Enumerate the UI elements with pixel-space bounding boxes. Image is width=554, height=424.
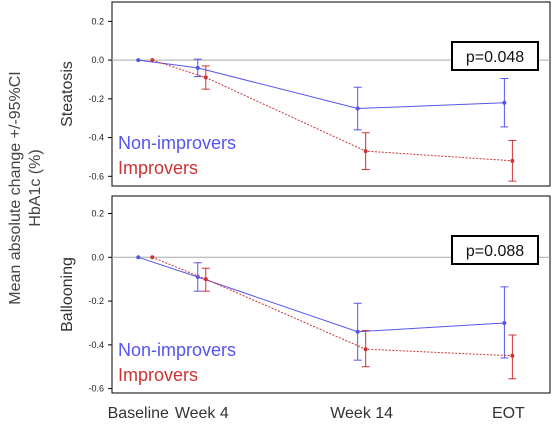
- data-point-non-improvers: [502, 320, 507, 325]
- panel-steatosis: 0.2 0.0 -0.2 -0.4 -0.6 Steatosis p=0.048 Non-im…: [59, 1, 551, 187]
- y-tick-label: -0.6: [88, 171, 104, 181]
- y-tick-label: -0.4: [88, 340, 104, 350]
- data-point-non-improvers: [355, 106, 360, 111]
- data-point-improvers: [363, 347, 368, 352]
- y-axis-title-line1: Mean absolute change +/-95%CI: [7, 71, 24, 304]
- x-tick-label: Week 14: [330, 405, 393, 422]
- data-point-improvers: [363, 149, 368, 154]
- plot-frame: [111, 195, 551, 394]
- legend-entry-improvers: Improvers: [118, 158, 198, 178]
- p-value-box: [451, 235, 539, 265]
- data-point-improvers: [203, 75, 208, 80]
- data-point-non-improvers: [355, 329, 360, 334]
- data-point-non-improvers: [136, 255, 141, 260]
- y-tick-label: -0.2: [88, 296, 104, 306]
- data-point-improvers: [150, 255, 155, 260]
- legend-entry-improvers: Improvers: [118, 365, 198, 385]
- y-tick-label: 0.0: [91, 55, 104, 65]
- y-tick-label: 0.2: [91, 16, 104, 26]
- series-line-improvers: [152, 59, 513, 162]
- data-point-non-improvers: [502, 100, 507, 105]
- data-point-improvers: [203, 277, 208, 282]
- data-point-non-improvers: [195, 65, 200, 70]
- y-tick-label: -0.2: [88, 94, 104, 104]
- y-axis-title-line2: HbA1c (%): [27, 149, 44, 226]
- x-tick-label: Baseline: [108, 405, 169, 422]
- p-value-box: [451, 41, 539, 71]
- panel-label: Ballooning: [59, 257, 76, 332]
- y-tick-label: -0.6: [88, 384, 104, 394]
- series-line-non-improvers: [138, 59, 505, 110]
- data-point-improvers: [150, 58, 155, 63]
- panel-label: Steatosis: [59, 61, 76, 127]
- data-point-improvers: [510, 158, 515, 163]
- panel-ballooning: 0.2 0.0 -0.2 -0.4 -0.6 Ballooning p=0.088 Non-i…: [59, 195, 551, 394]
- p-value-annotation: p=0.048: [466, 49, 524, 66]
- legend-entry-non-improvers: Non-improvers: [118, 133, 236, 153]
- x-tick-label: EOT: [492, 405, 525, 422]
- p-value-annotation: p=0.088: [466, 243, 524, 260]
- legend-entry-non-improvers: Non-improvers: [118, 340, 236, 360]
- plot-frame: [111, 1, 551, 187]
- series-line-improvers: [152, 256, 513, 357]
- y-tick-label: 0.2: [91, 209, 104, 219]
- y-tick-label: 0.0: [91, 252, 104, 262]
- y-tick-label: -0.4: [88, 133, 104, 143]
- data-point-non-improvers: [136, 58, 141, 63]
- data-point-improvers: [510, 353, 515, 358]
- x-tick-label: Week 4: [175, 405, 229, 422]
- series-line-non-improvers: [138, 256, 505, 333]
